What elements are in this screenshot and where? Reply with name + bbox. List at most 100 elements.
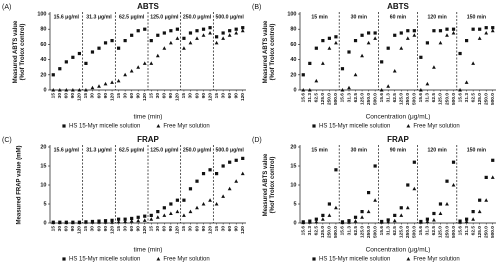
group-label: 150 min	[467, 147, 486, 153]
x-tick-label: 15	[181, 226, 187, 232]
x-tick-label: 500.0	[412, 226, 418, 238]
group-label: 250.0 μg/ml	[183, 14, 212, 20]
x-tick-label: 30	[220, 226, 226, 232]
square-marker	[123, 217, 127, 221]
triangle-marker	[340, 220, 345, 225]
square-marker	[201, 27, 206, 31]
square-marker	[234, 158, 238, 162]
group-label: 30 min	[351, 14, 367, 20]
square-marker	[149, 213, 153, 217]
group-label: 31.3 μg/ml	[86, 147, 112, 153]
square-marker	[360, 33, 364, 37]
x-tick-label: 30	[90, 93, 96, 99]
y-axis-label: (%of Trolox control)	[270, 24, 276, 81]
square-marker	[438, 29, 443, 33]
triangle-marker	[84, 220, 88, 224]
y-tick-label: 60	[40, 42, 46, 48]
x-tick-label: 120	[77, 93, 83, 101]
group-label: 150 min	[467, 14, 486, 20]
triangle-marker	[116, 78, 121, 83]
legend-label: HS 15-Myr micelle solution	[69, 124, 140, 130]
x-tick-label: 120	[77, 226, 83, 234]
x-tick-label: 15.6	[379, 93, 385, 103]
square-marker	[201, 172, 206, 176]
y-tick-label: 20	[40, 144, 46, 150]
triangle-marker	[240, 28, 245, 33]
triangle-marker	[471, 61, 476, 65]
x-tick-label: 250.0	[405, 226, 411, 238]
group-label: 120 min	[428, 147, 447, 153]
x-tick-label: 62.5	[392, 226, 398, 236]
triangle-marker	[195, 205, 199, 210]
x-tick-label: 60	[64, 226, 70, 232]
y-tick-label: 20	[290, 72, 296, 78]
triangle-marker	[373, 198, 378, 202]
x-tick-label: 500.0	[451, 226, 457, 238]
square-marker	[130, 33, 134, 37]
x-tick-label: 30	[57, 93, 63, 99]
square-marker	[334, 168, 338, 172]
legend-label: Free Myr solution	[163, 257, 209, 263]
square-marker	[182, 36, 186, 40]
triangle-marker	[97, 220, 101, 224]
square-marker	[162, 206, 166, 210]
triangle-marker	[64, 88, 69, 92]
legend-marker	[406, 124, 411, 128]
triangle-marker	[484, 198, 489, 202]
square-marker	[175, 198, 179, 202]
square-marker	[393, 213, 397, 217]
triangle-marker	[77, 88, 82, 92]
square-marker	[451, 27, 456, 31]
triangle-marker	[90, 220, 95, 224]
x-tick-label: 250.0	[405, 93, 411, 105]
x-tick-label: 120	[175, 226, 181, 234]
group-label: 250.0 μg/ml	[183, 147, 212, 153]
x-tick-label: 90	[135, 93, 141, 99]
y-tick-label: 5	[43, 201, 46, 207]
x-tick-label: 90	[233, 226, 239, 232]
square-marker	[321, 213, 325, 217]
legend-label: Free Myr solution	[413, 124, 459, 130]
triangle-marker	[425, 81, 430, 86]
square-marker	[241, 26, 245, 30]
y-tick-label: 20	[290, 144, 296, 150]
square-marker	[51, 73, 55, 77]
triangle-marker	[136, 218, 141, 223]
y-axis-label: Measured ABTS value	[263, 20, 269, 83]
x-tick-label: 500.0	[333, 93, 339, 105]
triangle-marker	[464, 80, 469, 84]
triangle-marker	[162, 213, 167, 217]
square-marker	[445, 27, 449, 31]
square-marker	[301, 73, 305, 77]
triangle-marker	[234, 31, 239, 35]
y-tick-label: 40	[40, 57, 46, 63]
x-tick-label: 60	[162, 93, 168, 99]
x-tick-label: 62.5	[470, 226, 476, 236]
square-marker	[425, 41, 429, 45]
triangle-marker	[373, 36, 378, 40]
x-tick-label: 125.0	[320, 226, 326, 238]
legend-marker	[62, 257, 66, 261]
x-axis-label: Concentration (μg/mL)	[366, 114, 431, 121]
x-tick-label: 60	[64, 93, 70, 99]
square-marker	[136, 29, 140, 33]
x-tick-label: 60	[194, 93, 200, 99]
triangle-marker	[366, 209, 371, 214]
triangle-marker	[208, 31, 212, 35]
square-marker	[228, 29, 232, 33]
y-axis-label: Measured FRAP value (mM)	[17, 146, 23, 225]
triangle-marker	[201, 33, 206, 37]
triangle-marker	[301, 220, 306, 225]
group-label: 15 min	[311, 14, 327, 20]
square-marker	[188, 187, 193, 191]
square-marker	[314, 46, 318, 50]
x-tick-label: 31.3	[346, 93, 352, 103]
y-tick-label: 100	[37, 11, 46, 17]
triangle-marker	[123, 72, 128, 77]
x-tick-label: 15.6	[457, 93, 463, 103]
square-marker	[327, 202, 331, 206]
x-tick-label: 62.5	[314, 93, 320, 103]
x-tick-label: 500.0	[333, 226, 339, 238]
triangle-marker	[110, 80, 114, 84]
